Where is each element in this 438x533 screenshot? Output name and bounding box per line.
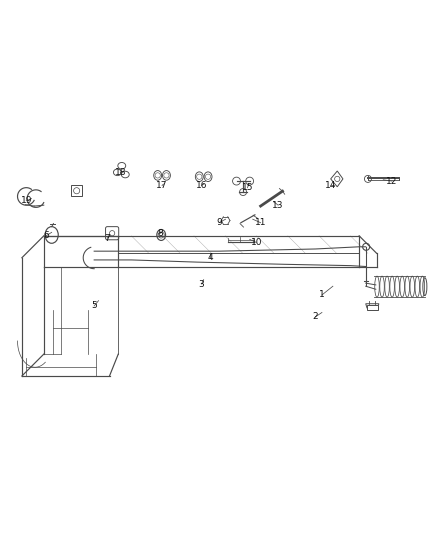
Text: 14: 14 (325, 181, 336, 190)
Text: 17: 17 (156, 181, 168, 190)
Text: 1: 1 (319, 290, 325, 300)
Text: 11: 11 (255, 218, 266, 227)
Text: 2: 2 (313, 312, 318, 321)
Text: 13: 13 (272, 201, 284, 209)
Text: 15: 15 (242, 183, 253, 192)
Text: 3: 3 (198, 279, 205, 288)
Text: 8: 8 (157, 229, 163, 238)
Text: 7: 7 (104, 233, 110, 243)
Text: 12: 12 (386, 176, 398, 185)
Text: 10: 10 (251, 238, 262, 247)
Text: 6: 6 (43, 231, 49, 240)
Circle shape (363, 243, 370, 251)
Text: 9: 9 (216, 218, 222, 227)
Text: 18: 18 (115, 168, 126, 177)
FancyBboxPatch shape (367, 305, 378, 310)
Text: 16: 16 (196, 181, 207, 190)
Text: 19: 19 (21, 196, 32, 205)
Text: 4: 4 (208, 253, 213, 262)
FancyBboxPatch shape (106, 227, 119, 240)
Text: 5: 5 (91, 302, 97, 310)
